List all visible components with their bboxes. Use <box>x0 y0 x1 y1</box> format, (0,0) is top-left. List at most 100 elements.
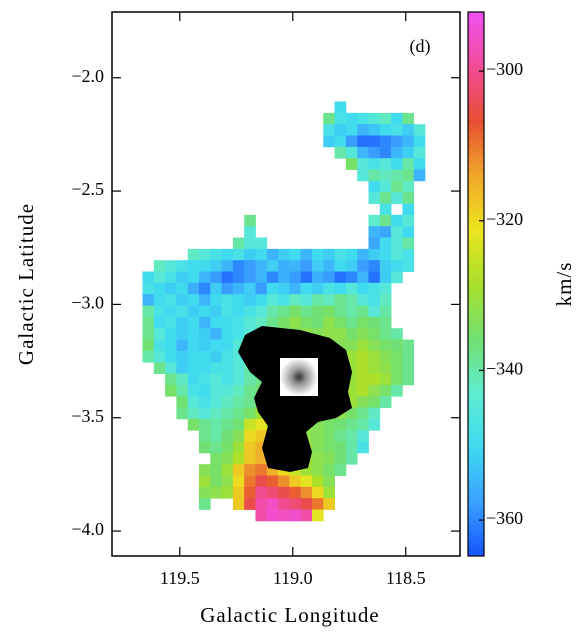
overlay <box>238 326 352 472</box>
cell <box>402 248 415 261</box>
cell <box>311 475 324 488</box>
cell <box>402 237 415 250</box>
cell <box>391 192 403 204</box>
cell <box>300 294 313 306</box>
cell <box>176 362 189 374</box>
cell <box>165 362 177 374</box>
cell <box>379 192 392 204</box>
cell <box>199 305 211 318</box>
cell <box>165 350 177 363</box>
cell <box>289 294 302 306</box>
cell <box>153 294 166 306</box>
cell <box>244 418 256 431</box>
cell <box>379 294 392 306</box>
cell <box>210 418 222 431</box>
cell <box>221 328 234 340</box>
cell <box>391 328 403 340</box>
cell <box>187 271 200 284</box>
cell <box>379 169 392 182</box>
cell <box>391 226 403 238</box>
y-tick-label: −3.0 <box>71 293 104 313</box>
cell <box>187 316 200 329</box>
cell <box>357 260 369 272</box>
cell <box>199 430 211 442</box>
cell <box>402 135 415 148</box>
cell <box>244 396 256 408</box>
dust-blob <box>238 326 352 472</box>
cell <box>165 316 177 329</box>
cell <box>345 158 358 170</box>
cell <box>244 305 256 318</box>
cell <box>345 124 358 136</box>
cell <box>165 260 177 272</box>
colorbar-tick-label: −340 <box>486 359 523 379</box>
cell <box>289 316 302 329</box>
cell <box>221 294 234 306</box>
cell <box>255 486 268 499</box>
cell <box>153 362 166 374</box>
cell <box>232 260 245 272</box>
cell <box>153 316 166 329</box>
cell <box>221 486 234 499</box>
cell <box>232 339 245 352</box>
cell <box>345 339 358 352</box>
cell <box>345 135 358 148</box>
cell <box>345 260 358 272</box>
cell <box>244 384 256 397</box>
cell <box>391 260 403 272</box>
cell <box>232 294 245 306</box>
cell <box>368 158 381 170</box>
cell <box>379 158 392 170</box>
cell <box>165 294 177 306</box>
cell <box>221 282 234 295</box>
cell <box>345 373 358 386</box>
cell <box>311 464 324 476</box>
plot-frame <box>111 11 461 557</box>
cell <box>255 498 268 510</box>
cell <box>142 350 155 363</box>
cell <box>199 328 211 340</box>
cell <box>357 135 369 148</box>
cell <box>391 112 403 125</box>
x-tick-label: 118.5 <box>386 568 426 588</box>
cell <box>210 260 222 272</box>
cell <box>165 339 177 352</box>
cell <box>402 226 415 238</box>
cell <box>165 384 177 397</box>
y-tick-label: −2.5 <box>71 179 104 199</box>
cell <box>311 430 324 442</box>
cell <box>311 328 324 340</box>
cell <box>379 373 392 386</box>
cell <box>357 294 369 306</box>
cell <box>278 486 290 499</box>
colorbar <box>467 11 485 557</box>
cell <box>232 407 245 420</box>
cell <box>402 373 415 386</box>
cell <box>255 305 268 318</box>
cell <box>391 146 403 159</box>
cell <box>266 475 279 488</box>
cell <box>357 430 369 442</box>
cell <box>210 441 222 454</box>
cell <box>199 498 211 510</box>
cell <box>199 248 211 261</box>
cell <box>199 362 211 374</box>
cell <box>278 282 290 295</box>
cell <box>334 135 347 148</box>
cell <box>402 362 415 374</box>
cell <box>142 305 155 318</box>
cell <box>323 124 335 136</box>
cell <box>244 430 256 442</box>
cell <box>176 282 189 295</box>
cell <box>311 418 324 431</box>
cell <box>255 452 268 465</box>
cell <box>210 407 222 420</box>
cell <box>187 396 200 408</box>
cell <box>357 169 369 182</box>
cell <box>199 260 211 272</box>
cell <box>402 158 415 170</box>
cell <box>334 146 347 159</box>
cell <box>210 464 222 476</box>
cell <box>176 350 189 363</box>
